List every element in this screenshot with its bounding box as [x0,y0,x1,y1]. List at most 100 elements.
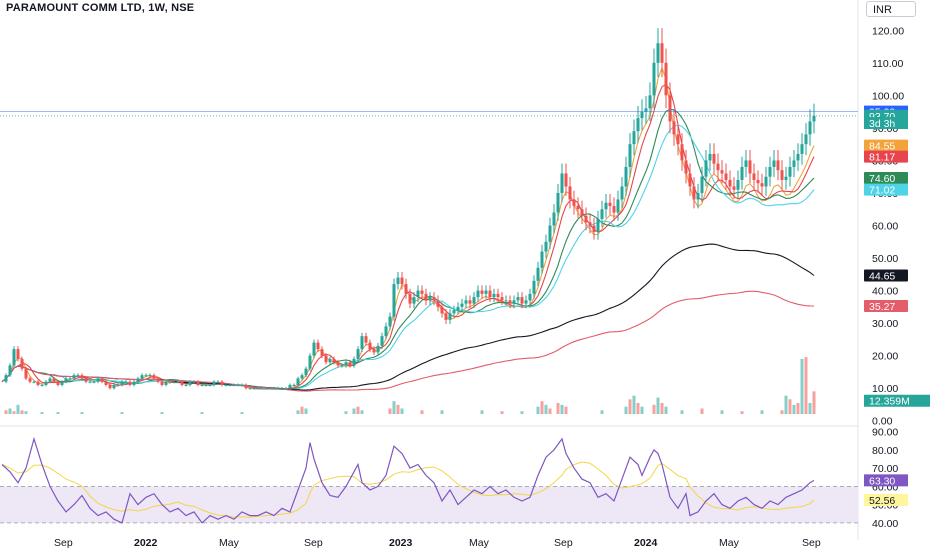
candle-body [516,297,520,301]
time-tick-label: May [219,537,240,549]
candle-body [360,336,364,350]
candle-body [184,384,188,386]
candle-body [408,293,412,304]
candle-body [436,300,440,307]
candle-body [528,293,532,301]
volume-bar [564,406,568,414]
currency-selector[interactable]: INR [866,1,916,17]
candle-body [676,134,680,145]
candle-body [464,300,468,304]
candle-body [512,300,516,304]
volume-badge [864,394,930,407]
time-axis[interactable]: Sep 2022 May Sep 2023 May Sep 2024 May Sep [54,537,821,549]
candle-body [612,205,616,213]
rsi-tick-label: 70.00 [872,463,898,475]
volume-bar [120,412,124,414]
volume-bar [240,412,244,414]
price-tick-label: 40.00 [872,286,898,298]
rsi-value-label: 63.30 [869,475,895,487]
candle-body [740,166,744,180]
candle-body [248,388,252,390]
time-tick-label: 2023 [389,537,413,549]
candle-body [808,121,812,135]
ma-value-badge [864,299,908,312]
volume-bar [356,406,360,414]
candle-body [372,349,376,353]
ma-value-label: 35.27 [869,301,895,313]
candle-body [592,225,596,233]
candle-body [240,384,244,386]
time-tick-label: Sep [802,537,821,549]
candle-body [640,111,644,119]
candle-body [384,326,388,337]
candle-body [28,378,32,382]
candle-body [44,381,48,385]
candle-body [776,160,780,171]
candle-body [760,183,764,187]
volume-bar [796,403,800,414]
candle-body [20,358,24,369]
candle-body [112,384,116,389]
volume-bar [804,357,808,414]
volume-bar [792,404,796,414]
candle-body [812,115,816,122]
candle-body [196,381,200,385]
candle-body [544,241,548,252]
candle-body [292,384,296,386]
candle-body [80,375,84,379]
candle-body [172,381,176,383]
moving-average-line [1,290,815,392]
candle-body [224,384,228,386]
candle-body [272,388,276,390]
candle-body [376,345,380,353]
candle-body [596,219,600,233]
price-tick-label: 20.00 [872,351,898,363]
volume-bar [740,411,744,414]
volume-bar [556,403,560,414]
candle-body [176,381,180,383]
candle-body [772,160,776,167]
price-tick-label: 50.00 [872,253,898,265]
volume-bar [660,403,664,414]
candle-body [456,306,460,311]
candle-body [552,212,556,226]
volume-bar [600,410,604,414]
ma-value-label: 81.17 [869,152,895,164]
time-tick-label: Sep [554,537,573,549]
candle-body [364,336,368,343]
volume-bar [720,410,724,414]
volume-bar [788,399,792,414]
volume-bar [480,410,484,414]
price-tick-label: 30.00 [872,318,898,330]
candle-body [600,209,604,219]
candle-body [12,349,16,366]
volume-bar [640,406,644,414]
candle-body [24,368,28,379]
candle-body [500,297,504,301]
candle-body [144,375,148,377]
volume-bar [80,412,84,414]
rsi-ma-line [1,461,815,518]
candle-body [716,163,720,171]
moving-average-line [1,124,815,390]
price-axis[interactable]: 120.00 110.00 100.00 90.00 80.00 70.00 60.00 50… [864,25,930,507]
candle-body [488,290,492,298]
volume-bar [812,391,816,414]
candle-body [628,144,632,167]
moving-average-layer [1,66,815,392]
candle-body [416,290,420,298]
candle-body [780,170,784,180]
candle-body [532,280,536,294]
candle-body [4,375,8,382]
volume-bar [560,404,564,414]
candle-body [692,186,696,200]
candle-body [104,381,108,385]
candle-body [696,192,700,200]
price-tick-label: 0.00 [872,416,893,428]
candle-body [140,375,144,379]
volume-bar [344,411,348,414]
candle-body [128,381,132,385]
candle-body [324,355,328,363]
